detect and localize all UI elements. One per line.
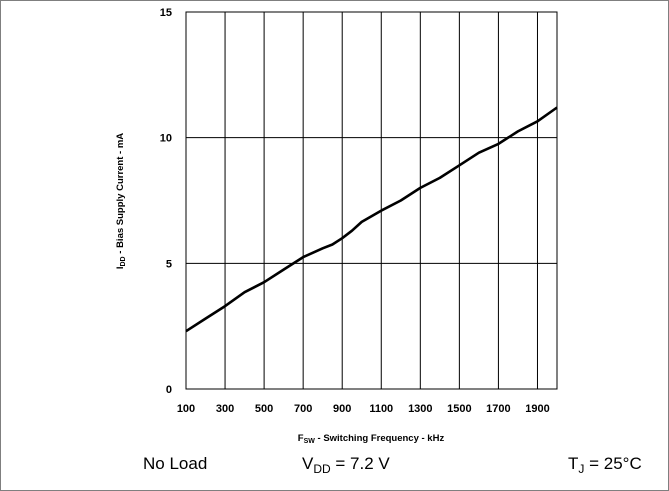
y-tick-label: 15 <box>160 7 172 19</box>
x-tick-label: 1700 <box>486 403 510 415</box>
condition-tj: TJ = 25°C <box>568 454 642 476</box>
x-axis-label: FSW - Switching Frequency - kHz <box>298 433 445 445</box>
y-tick-labels: 0 5 10 15 <box>160 7 172 396</box>
y-tick-label: 5 <box>166 258 172 270</box>
x-tick-label: 700 <box>294 403 312 415</box>
condition-load: No Load <box>143 454 207 473</box>
series-line <box>185 106 558 333</box>
x-tick-label: 1100 <box>369 403 393 415</box>
x-tick-label: 1500 <box>447 403 471 415</box>
x-tick-label: 900 <box>333 403 351 415</box>
y-axis-label: IDD - Bias Supply Current - mA <box>115 133 127 269</box>
x-tick-label: 300 <box>216 403 234 415</box>
x-tick-label: 500 <box>255 403 273 415</box>
grid <box>185 11 558 390</box>
y-tick-label: 10 <box>160 133 172 145</box>
x-tick-label: 1900 <box>525 403 549 415</box>
plot-area <box>185 11 558 390</box>
x-tick-label: 100 <box>177 403 195 415</box>
condition-vdd: VDD = 7.2 V <box>302 454 390 476</box>
x-tick-label: 1300 <box>408 403 432 415</box>
series-group <box>185 106 558 333</box>
x-tick-labels: 100 300 500 700 900 1100 1300 1500 1700 1900 <box>177 403 550 415</box>
y-tick-label: 0 <box>166 384 172 396</box>
